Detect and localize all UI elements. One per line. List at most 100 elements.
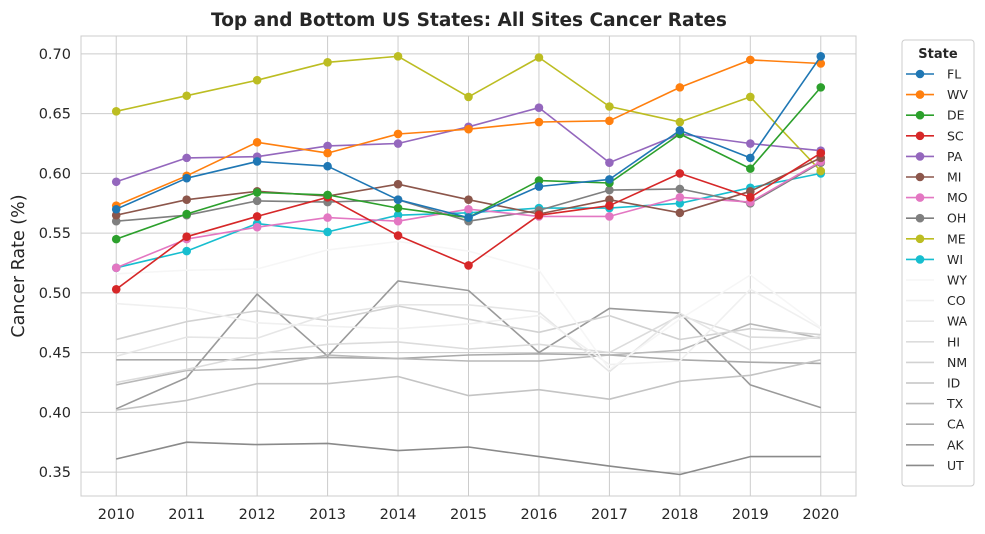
series-line: [116, 314, 821, 384]
x-tick-label: 2019: [732, 507, 769, 523]
data-point: [111, 106, 121, 116]
legend-label: SC: [947, 128, 964, 143]
chart-title: Top and Bottom US States: All Sites Canc…: [211, 10, 727, 31]
x-axis: 2010 2011 2012 2013 2014 2015 2016 2017 2018 2019…: [98, 507, 839, 523]
legend-swatch-marker: [915, 131, 925, 141]
legend-label: CA: [947, 417, 965, 432]
legend-label: PA: [947, 149, 963, 164]
data-point: [675, 117, 685, 127]
data-point: [252, 212, 262, 221]
series-line: [116, 323, 821, 386]
series-wy: [116, 240, 822, 371]
legend-label: UT: [947, 458, 964, 473]
series-layer: [111, 52, 826, 476]
data-point: [816, 83, 826, 92]
data-point: [182, 153, 191, 163]
legend-label: WA: [947, 314, 968, 329]
data-point: [182, 209, 191, 219]
data-point: [111, 284, 121, 294]
x-tick-label: 2010: [98, 507, 135, 523]
data-point: [323, 190, 332, 200]
legend-box: [901, 39, 975, 487]
data-point: [746, 55, 755, 65]
series-tx: [116, 323, 821, 386]
series-wa: [115, 303, 821, 373]
data-point: [675, 208, 685, 218]
grid-lines: [81, 36, 856, 496]
legend-item-wi: WI: [906, 252, 963, 267]
data-point: [323, 161, 332, 171]
data-point: [111, 234, 121, 244]
y-tick-label: 0.40: [39, 405, 71, 421]
series-line: [116, 305, 821, 341]
y-tick-label: 0.35: [39, 465, 71, 481]
data-point: [393, 139, 403, 148]
data-point: [464, 92, 473, 102]
series-line: [116, 288, 822, 366]
legend-item-ut: UT: [906, 458, 964, 473]
series-line: [116, 441, 821, 476]
data-point: [605, 212, 614, 221]
legend-item-pa: PA: [906, 149, 963, 164]
data-point: [182, 246, 191, 256]
data-point: [746, 164, 755, 173]
y-axis-title: Cancer Rate (%): [9, 194, 29, 337]
data-point: [393, 203, 403, 213]
legend-item-wa: WA: [906, 314, 968, 329]
legend-label: ID: [947, 376, 960, 391]
legend-item-nm: NM: [906, 355, 967, 370]
data-point: [393, 231, 403, 240]
data-point: [605, 195, 614, 204]
legend-item-wv: WV: [906, 87, 968, 102]
data-point: [464, 124, 473, 134]
data-point: [605, 201, 614, 210]
data-point: [464, 213, 473, 222]
series-line: [115, 303, 821, 373]
legend-item-mi: MI: [906, 170, 961, 185]
data-point: [605, 102, 614, 111]
legend-swatch-marker: [915, 213, 925, 223]
y-axis: 0.35 0.40 0.45 0.50 0.55 0.60 0.65 0.70: [39, 47, 71, 481]
data-point: [323, 213, 332, 222]
data-point: [675, 83, 685, 92]
data-point: [534, 117, 544, 127]
data-point: [675, 192, 685, 202]
legend-label: OH: [947, 211, 966, 226]
data-point: [816, 148, 826, 158]
series-ut: [116, 441, 821, 476]
data-point: [746, 139, 755, 148]
series-fl: [111, 52, 826, 222]
legend-label: MO: [947, 190, 968, 205]
data-point: [534, 182, 544, 191]
data-point: [605, 116, 614, 126]
data-point: [816, 166, 826, 176]
data-point: [534, 176, 544, 185]
series-id: [116, 359, 821, 411]
legend-label: AK: [947, 437, 965, 452]
data-point: [816, 52, 826, 61]
data-point: [534, 210, 544, 220]
data-point: [111, 204, 121, 214]
data-point: [675, 126, 685, 135]
y-tick-label: 0.70: [39, 47, 71, 63]
legend-item-co: CO: [906, 293, 966, 308]
legend-swatch-marker: [915, 193, 925, 202]
data-point: [605, 158, 614, 167]
legend-label: TX: [946, 396, 964, 411]
legend-label: WI: [947, 252, 963, 267]
data-point: [252, 222, 262, 232]
series-line: [116, 240, 822, 371]
legend-label: MI: [947, 170, 961, 185]
legend-item-sc: SC: [906, 128, 964, 143]
data-point: [464, 261, 473, 270]
legend-swatch-marker: [915, 110, 925, 120]
legend-item-tx: TX: [906, 396, 964, 411]
data-point: [111, 210, 121, 220]
x-tick-label: 2018: [661, 507, 698, 523]
data-point: [393, 210, 403, 220]
series-line: [116, 359, 821, 411]
data-point: [252, 138, 262, 147]
legend-item-me: ME: [906, 231, 966, 246]
data-point: [323, 227, 332, 237]
